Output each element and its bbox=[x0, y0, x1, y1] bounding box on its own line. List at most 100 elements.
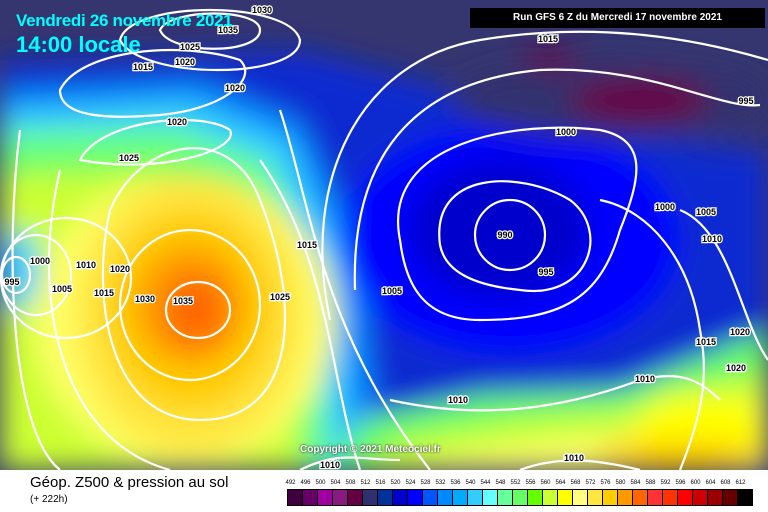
color-scale-cell bbox=[633, 490, 648, 505]
color-scale-cell bbox=[513, 490, 528, 505]
color-scale-label: 532 bbox=[435, 480, 446, 486]
color-scale-label: 564 bbox=[555, 480, 566, 486]
color-scale-label: 584 bbox=[630, 480, 641, 486]
isobar-label: 1025 bbox=[180, 42, 200, 52]
isobar-label: 1000 bbox=[556, 127, 576, 137]
isobar-label: 1030 bbox=[135, 294, 155, 304]
color-scale-label: 496 bbox=[300, 480, 311, 486]
isobar-labels: 1030 1035 1025 1020 1015 1020 1020 1025 1015 1030… bbox=[3, 4, 755, 470]
color-scale-cell bbox=[648, 490, 663, 505]
color-scale-label: 500 bbox=[315, 480, 326, 486]
isobar-label: 1020 bbox=[110, 264, 130, 274]
color-scale-label: 592 bbox=[660, 480, 671, 486]
isobar-label: 1020 bbox=[225, 83, 245, 93]
color-scale-label: 524 bbox=[405, 480, 416, 486]
color-scale-labels: 492 496 500 504 508 512 516 520 524 528 532 536 540 5… bbox=[283, 480, 748, 486]
color-scale-cell bbox=[573, 490, 588, 505]
color-scale-label: 608 bbox=[720, 480, 731, 486]
color-scale-cell bbox=[498, 490, 513, 505]
isobar-label: 1010 bbox=[448, 395, 468, 405]
isobar-label: 1015 bbox=[538, 34, 558, 44]
color-scale-label: 568 bbox=[570, 480, 581, 486]
color-scale-label: 604 bbox=[705, 480, 716, 486]
isobar-label: 1010 bbox=[76, 260, 96, 270]
valid-time: 14:00 locale bbox=[16, 32, 141, 57]
forecast-hour: (+ 222h) bbox=[30, 494, 68, 505]
isobar-label: 1025 bbox=[119, 153, 139, 163]
isobar-label: 995 bbox=[4, 277, 19, 287]
isobar-label: 1015 bbox=[133, 62, 153, 72]
color-scale-label: 588 bbox=[645, 480, 656, 486]
color-scale-cell bbox=[333, 490, 348, 505]
color-scale-label: 528 bbox=[420, 480, 431, 486]
color-scale-cell bbox=[348, 490, 363, 505]
color-scale-cell bbox=[603, 490, 618, 505]
color-scale-cell bbox=[528, 490, 543, 505]
valid-date: Vendredi 26 novembre 2021 bbox=[16, 11, 233, 30]
isobar-label: 1010 bbox=[635, 374, 655, 384]
legend: Géop. Z500 & pression au sol (+ 222h) 49… bbox=[0, 470, 768, 512]
isobar-label: 1020 bbox=[167, 117, 187, 127]
color-scale-label: 560 bbox=[540, 480, 551, 486]
color-scale-label: 492 bbox=[285, 480, 296, 486]
color-scale-label: 548 bbox=[495, 480, 506, 486]
isobar-label: 1030 bbox=[252, 5, 272, 15]
copyright: Copyright © 2021 Meteociel.fr bbox=[300, 444, 441, 455]
isobar-label: 1005 bbox=[52, 284, 72, 294]
isobar-label: 1035 bbox=[218, 25, 238, 35]
color-scale-cell bbox=[708, 490, 723, 505]
isobar-label: 1035 bbox=[173, 296, 193, 306]
color-scale-cell bbox=[393, 490, 408, 505]
isobar-label: 1000 bbox=[655, 202, 675, 212]
color-scale-cell bbox=[378, 490, 393, 505]
color-scale-cell bbox=[303, 490, 318, 505]
color-scale-label: 508 bbox=[345, 480, 356, 486]
color-scale-label: 520 bbox=[390, 480, 401, 486]
isobar-label: 1005 bbox=[696, 207, 716, 217]
color-scale-cell bbox=[453, 490, 468, 505]
color-scale-label: 516 bbox=[375, 480, 386, 486]
color-scale-label: 596 bbox=[675, 480, 686, 486]
color-scale-cell bbox=[483, 490, 498, 505]
isobar-label: 1015 bbox=[297, 240, 317, 250]
color-scale-label: 536 bbox=[450, 480, 461, 486]
color-scale-cell bbox=[678, 490, 693, 505]
geopotential-field bbox=[0, 0, 768, 470]
color-scale-cell bbox=[468, 490, 483, 505]
color-scale-cell bbox=[408, 490, 423, 505]
isobar-label: 1015 bbox=[94, 288, 114, 298]
color-scale-label: 576 bbox=[600, 480, 611, 486]
isobar-label: 1000 bbox=[30, 256, 50, 266]
color-scale-label: 512 bbox=[360, 480, 371, 486]
color-scale-label: 580 bbox=[615, 480, 626, 486]
color-scale-cell bbox=[288, 490, 303, 505]
color-scale-cell bbox=[738, 490, 752, 505]
isobar-label: 1020 bbox=[730, 327, 750, 337]
color-scale-label: 540 bbox=[465, 480, 476, 486]
weather-map: 1030 1035 1025 1020 1015 1020 1020 1025 1015 1030… bbox=[0, 0, 768, 470]
isobar-label: 995 bbox=[538, 267, 553, 277]
color-scale-label: 612 bbox=[735, 480, 746, 486]
color-scale-label: 556 bbox=[525, 480, 536, 486]
isobar-label: 1015 bbox=[696, 337, 716, 347]
isobar-label: 1010 bbox=[702, 234, 722, 244]
color-scale-label: 552 bbox=[510, 480, 521, 486]
color-scale bbox=[287, 489, 753, 506]
isobar-label: 995 bbox=[738, 96, 753, 106]
color-scale-cell bbox=[558, 490, 573, 505]
isobar-label: 990 bbox=[497, 230, 512, 240]
color-scale-cell bbox=[723, 490, 738, 505]
isobar-label: 1020 bbox=[726, 363, 746, 373]
isobar-label: 1010 bbox=[564, 453, 584, 463]
color-scale-cell bbox=[318, 490, 333, 505]
color-scale-label: 544 bbox=[480, 480, 491, 486]
color-scale-label: 504 bbox=[330, 480, 341, 486]
run-info: Run GFS 6 Z du Mercredi 17 novembre 2021 bbox=[470, 8, 765, 28]
color-scale-cell bbox=[438, 490, 453, 505]
legend-title: Géop. Z500 & pression au sol bbox=[30, 474, 229, 491]
isobar-label: 1020 bbox=[175, 57, 195, 67]
color-scale-cell bbox=[423, 490, 438, 505]
color-scale-cell bbox=[618, 490, 633, 505]
isobar-label: 1010 bbox=[320, 460, 340, 470]
isobar-label: 1025 bbox=[270, 292, 290, 302]
